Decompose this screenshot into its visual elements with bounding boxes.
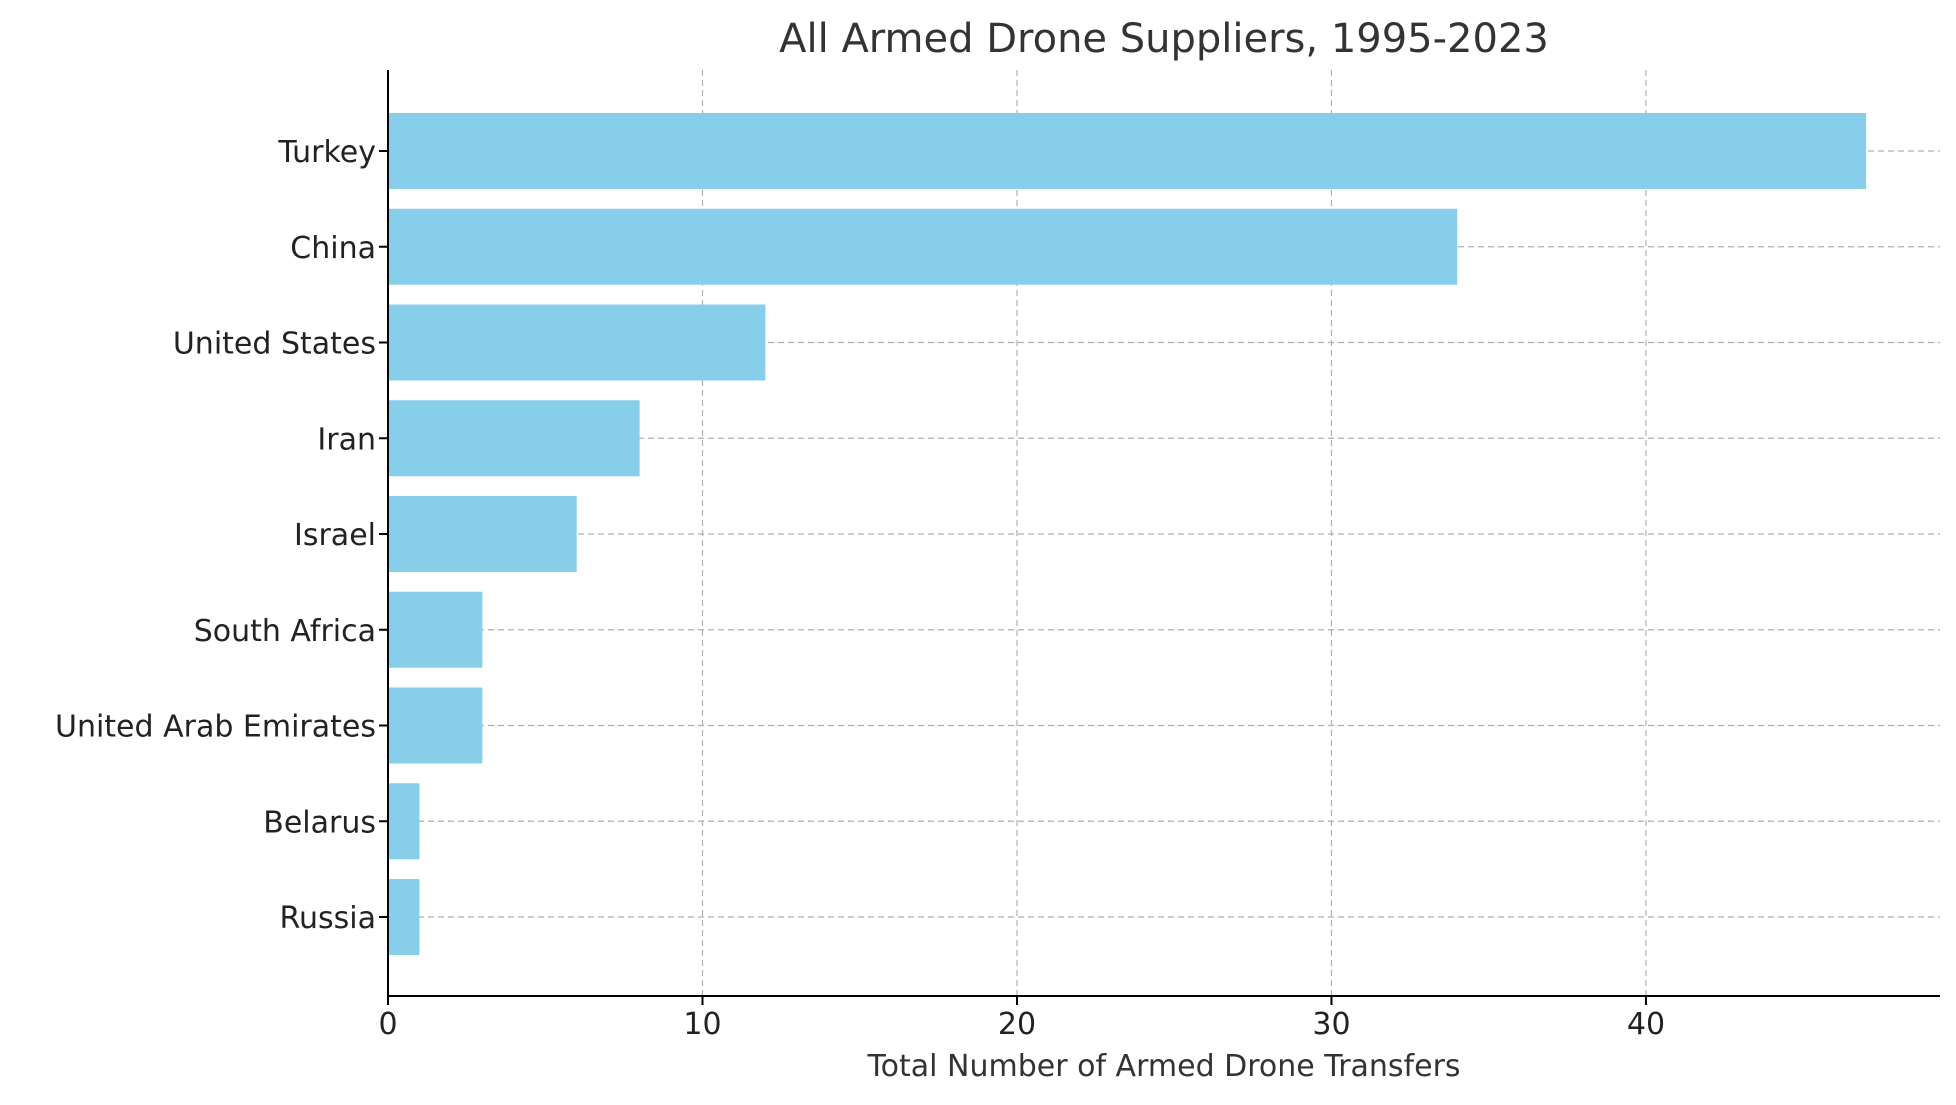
y-tick-label: Iran xyxy=(317,422,376,457)
y-tick-label: Russia xyxy=(280,901,377,936)
x-tick-label: 40 xyxy=(1627,1007,1665,1042)
bar-united-arab-emirates xyxy=(388,687,483,764)
chart-title: All Armed Drone Suppliers, 1995-2023 xyxy=(779,16,1549,62)
bar-russia xyxy=(388,879,420,955)
bar-turkey xyxy=(388,113,1867,189)
y-tick-label: South Africa xyxy=(194,614,376,649)
bar-iran xyxy=(388,400,640,477)
y-tick-label: United Arab Emirates xyxy=(55,710,376,745)
x-tick-label: 10 xyxy=(683,1007,721,1042)
bar-china xyxy=(388,208,1458,285)
bar-united-states xyxy=(388,304,766,381)
y-tick-label: Israel xyxy=(294,518,376,553)
bar-belarus xyxy=(388,783,420,860)
y-tick-label: China xyxy=(290,231,376,266)
x-tick-label: 30 xyxy=(1312,1007,1350,1042)
bars xyxy=(388,113,1867,955)
y-tick-label: Belarus xyxy=(263,805,376,840)
bar-israel xyxy=(388,496,577,572)
x-tick-label: 0 xyxy=(378,1007,397,1042)
bar-south-africa xyxy=(388,591,483,668)
y-tick-label: United States xyxy=(173,327,376,362)
x-tick-label: 20 xyxy=(998,1007,1036,1042)
y-tick-label: Turkey xyxy=(277,135,376,170)
x-axis-label: Total Number of Armed Drone Transfers xyxy=(866,1049,1460,1084)
ticks: 0 10 20 30 40 Turkey China United States Iran Isr… xyxy=(55,135,1665,1042)
